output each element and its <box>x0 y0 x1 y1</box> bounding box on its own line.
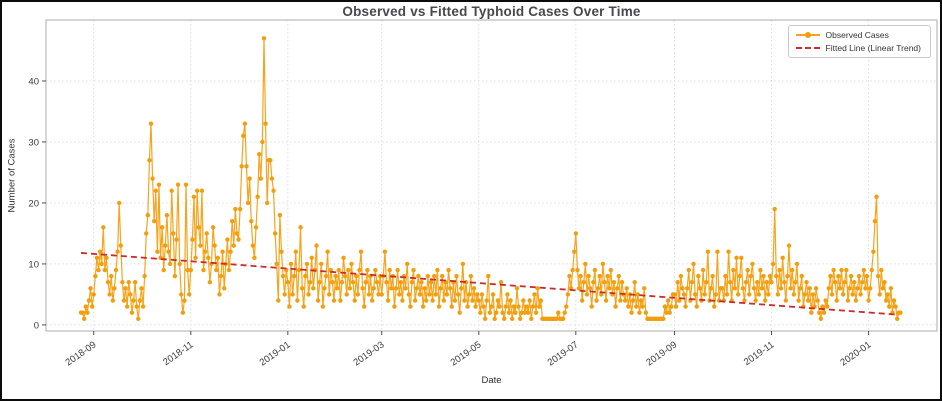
chart-title: Observed vs Fitted Typhoid Cases Over Ti… <box>342 4 641 19</box>
observed-line-swatch-icon <box>795 32 820 38</box>
svg-text:2018-09: 2018-09 <box>64 339 99 368</box>
x-axis-label: Date <box>481 375 502 386</box>
svg-text:10: 10 <box>28 259 39 270</box>
svg-text:2019-09: 2019-09 <box>644 339 679 368</box>
marker-dot-icon <box>804 32 811 38</box>
legend: Observed Cases Fitted Line (Linear Trend… <box>787 25 931 58</box>
svg-text:2019-07: 2019-07 <box>546 339 581 368</box>
legend-label-fitted: Fitted Line (Linear Trend) <box>825 43 921 53</box>
svg-text:2019-05: 2019-05 <box>449 339 484 368</box>
fitted-line-swatch-icon <box>795 47 820 49</box>
svg-text:40: 40 <box>28 76 39 87</box>
svg-text:2019-11: 2019-11 <box>742 339 776 368</box>
svg-text:30: 30 <box>28 137 39 148</box>
svg-text:0: 0 <box>34 320 39 331</box>
legend-item-fitted: Fitted Line (Linear Trend) <box>795 43 921 53</box>
svg-text:2020-01: 2020-01 <box>838 339 873 368</box>
legend-item-observed: Observed Cases <box>795 30 921 40</box>
svg-text:2018-11: 2018-11 <box>161 339 195 368</box>
svg-text:2019-01: 2019-01 <box>258 339 293 368</box>
legend-label-observed: Observed Cases <box>825 30 889 40</box>
svg-text:20: 20 <box>28 198 39 209</box>
y-axis-label: Number of Cases <box>6 138 18 213</box>
svg-text:2019-03: 2019-03 <box>352 339 387 368</box>
